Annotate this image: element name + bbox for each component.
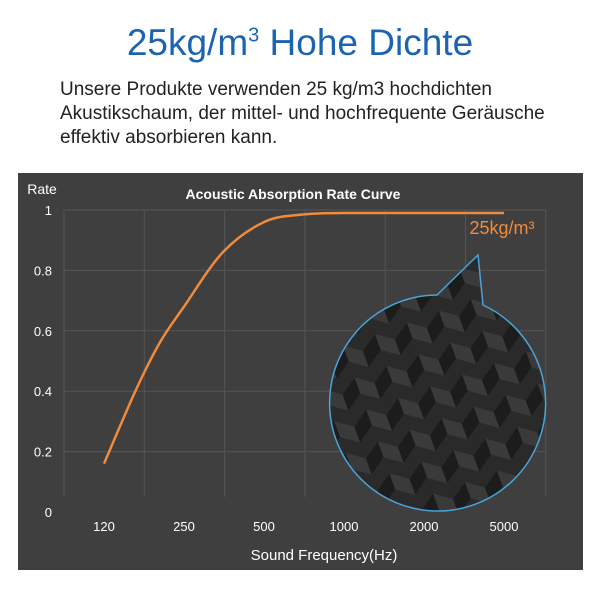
page-title: 25kg/m3 Hohe Dichte: [126, 22, 474, 63]
y-tick-label: 0.4: [34, 384, 52, 399]
series-label: 25kg/m³: [469, 218, 534, 238]
x-tick-label: 2000: [410, 519, 439, 534]
x-tick-label: 5000: [490, 519, 519, 534]
y-axis-label: Rate: [27, 181, 57, 197]
callout-border: [328, 253, 547, 512]
series-line-25kg: [102, 211, 504, 465]
y-tick-label: 0.2: [34, 445, 52, 460]
x-tick-label: 120: [93, 519, 115, 534]
x-tick-label: 500: [253, 519, 275, 534]
x-axis-label: Sound Frequency(Hz): [251, 547, 398, 564]
y-tick-label: 0: [45, 505, 52, 520]
y-tick-label: 0.8: [34, 263, 52, 278]
chart-title: Acoustic Absorption Rate Curve: [186, 186, 401, 202]
x-tick-label: 250: [173, 519, 195, 534]
y-tick-label: 0.6: [34, 324, 52, 339]
description: Unsere Produkte verwenden 25 kg/m3 hochd…: [60, 79, 545, 148]
y-tick-label: 1: [45, 203, 52, 218]
x-tick-label: 1000: [330, 519, 359, 534]
